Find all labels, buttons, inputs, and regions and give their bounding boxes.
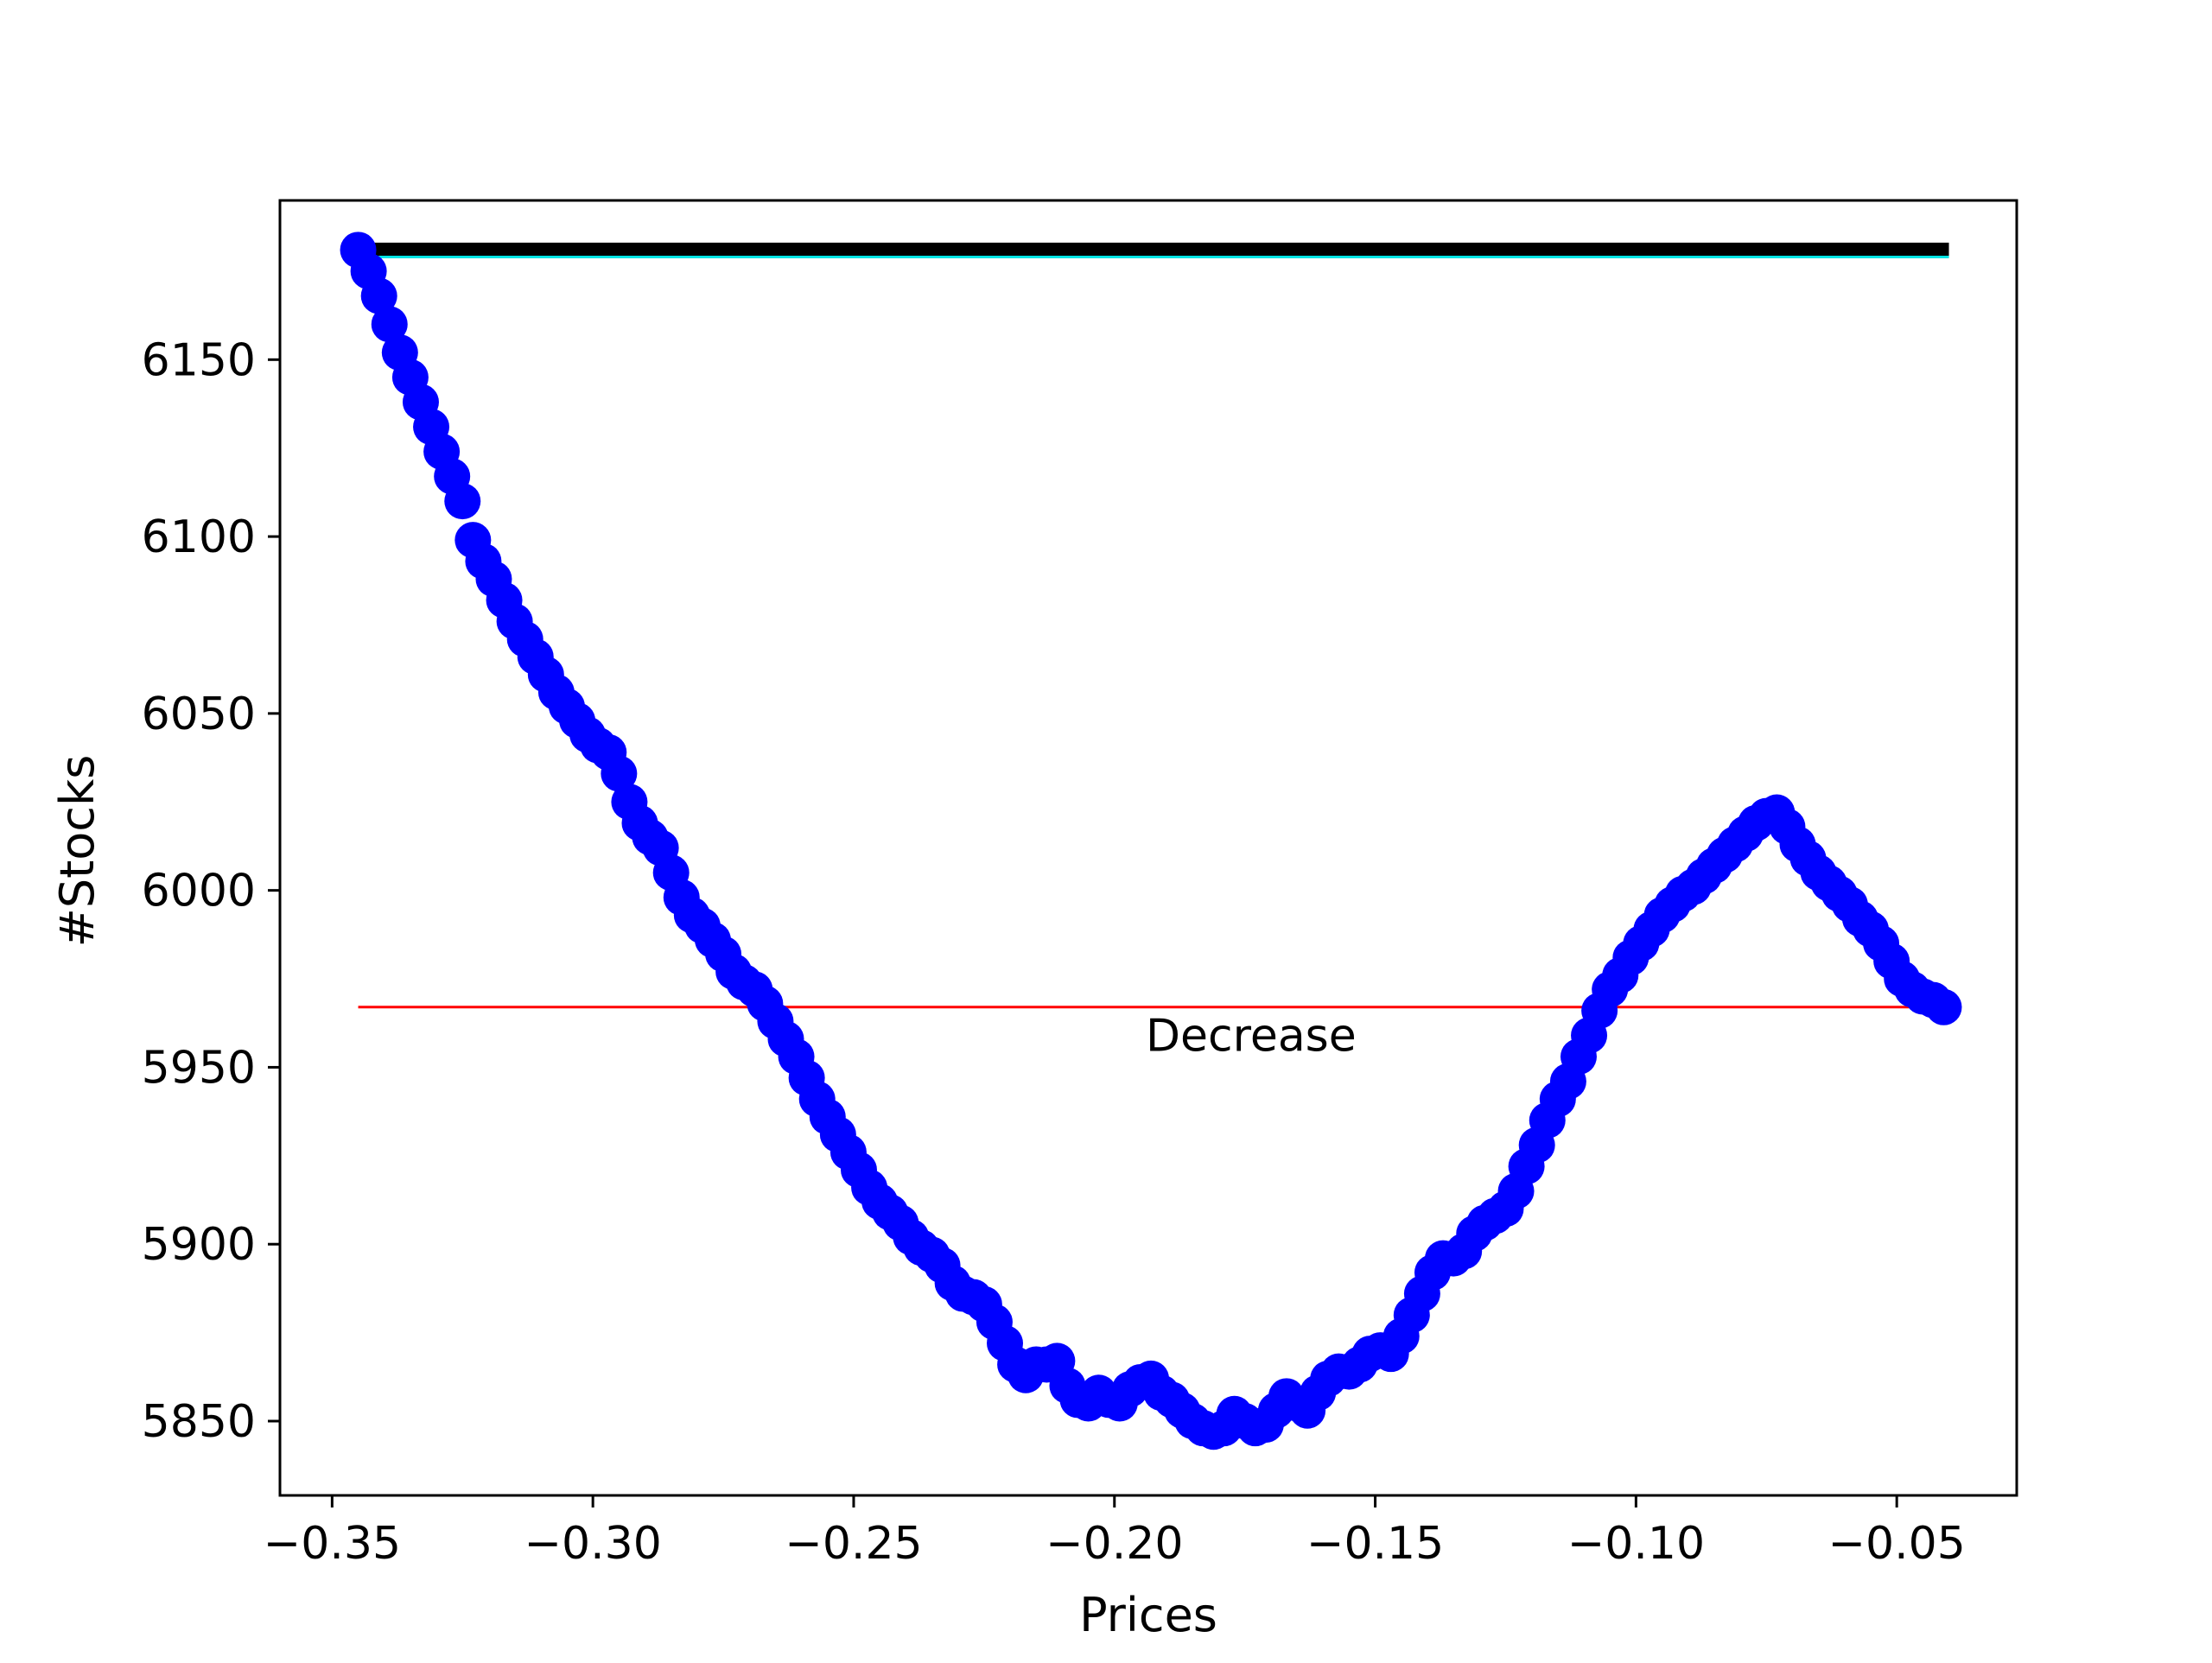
x-tick-label: −0.30: [524, 1518, 661, 1570]
y-tick-label: 6150: [142, 334, 256, 386]
plot-frame: [278, 199, 2018, 1497]
y-tick-label: 5850: [142, 1396, 256, 1448]
x-axis: −0.35 −0.30 −0.25 −0.20 −0.15 −0.10 −0.05: [264, 1495, 1966, 1570]
data-point: [1925, 988, 1962, 1025]
y-tick-label: 6100: [142, 511, 256, 563]
data-point: [371, 306, 408, 343]
y-axis: 5850 5900 5950 6000 6050 6100 6150: [142, 334, 280, 1448]
x-tick-label: −0.05: [1827, 1518, 1965, 1570]
data-point: [601, 755, 638, 792]
x-tick-label: −0.10: [1567, 1518, 1705, 1570]
y-tick-label: 5950: [142, 1042, 256, 1094]
annotation-label: Decrease: [1146, 1011, 1357, 1063]
marks-layer: Decrease: [340, 232, 1962, 1450]
x-tick-label: −0.35: [264, 1518, 401, 1570]
data-point: [444, 483, 481, 520]
y-tick-label: 6000: [142, 866, 256, 917]
x-tick-label: −0.20: [1046, 1518, 1183, 1570]
y-tick-label: 6050: [142, 689, 256, 740]
y-axis-label: #Stocks: [50, 755, 105, 948]
data-point: [360, 277, 397, 314]
y-tick-label: 5900: [142, 1219, 256, 1271]
x-tick-label: −0.25: [785, 1518, 922, 1570]
data-series: [340, 232, 1962, 1450]
x-tick-label: −0.15: [1306, 1518, 1444, 1570]
x-axis-label: Prices: [1079, 1588, 1217, 1642]
